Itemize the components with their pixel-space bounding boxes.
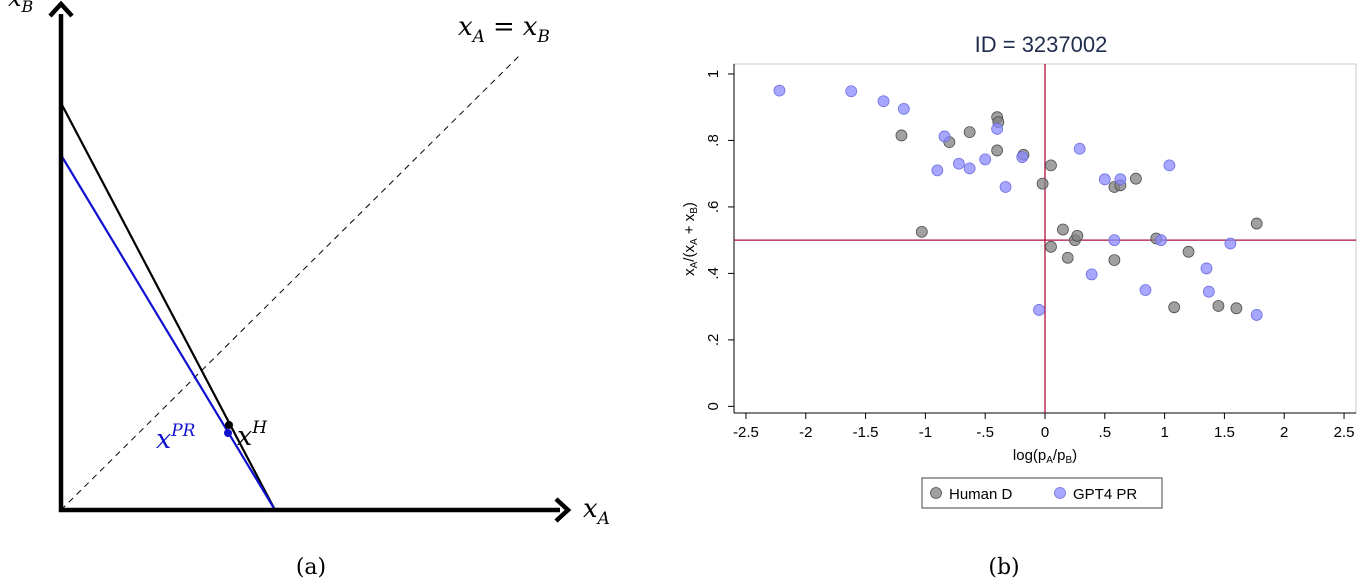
point-gpt4-pr bbox=[931, 164, 944, 177]
point-human-d bbox=[1230, 302, 1243, 315]
point-gpt4-pr bbox=[1033, 304, 1045, 316]
point-gpt4-pr bbox=[1163, 159, 1176, 172]
point-gpt4-pr bbox=[877, 95, 890, 108]
panel-b-caption: (b) bbox=[988, 555, 1019, 580]
point-gpt4-pr bbox=[1073, 142, 1086, 155]
x-tick-label: 2.5 bbox=[1334, 424, 1355, 441]
point-gpt4-pr bbox=[1250, 309, 1263, 321]
point-human-d bbox=[1045, 240, 1057, 253]
human-point-marker bbox=[225, 421, 233, 429]
panel-a-caption: (a) bbox=[296, 555, 326, 580]
diagonal-line bbox=[60, 54, 521, 511]
point-gpt4-pr bbox=[938, 130, 951, 143]
y-tick-label: .4 bbox=[705, 267, 722, 280]
human-budget-line bbox=[60, 102, 276, 511]
point-human-d bbox=[1130, 172, 1142, 185]
point-gpt4-pr bbox=[1114, 173, 1127, 186]
point-human-d bbox=[1182, 245, 1195, 258]
reference-lines bbox=[734, 64, 1356, 413]
point-gpt4-pr bbox=[897, 102, 910, 115]
y-tick-label: .6 bbox=[705, 201, 722, 214]
point-gpt4-pr bbox=[1098, 173, 1111, 186]
legend-label-human: Human D bbox=[949, 486, 1013, 503]
y-tick-label: .2 bbox=[705, 334, 722, 347]
point-human-d bbox=[1036, 177, 1049, 190]
x-tick-label: 1 bbox=[1160, 424, 1168, 441]
point-gpt4-pr bbox=[845, 85, 858, 98]
x-tick-label: 1.5 bbox=[1214, 424, 1235, 441]
point-gpt4-pr bbox=[952, 157, 965, 170]
point-human-d bbox=[1045, 159, 1057, 172]
ticks-layer: -2.5 -2 -1.5 -1 -.5 0 .5 1 1.5 2 2.5 0 .2 .4 .6 .8 1 bbox=[705, 70, 1354, 441]
pr-budget-line bbox=[60, 154, 276, 511]
y-tick-label: 1 bbox=[705, 70, 722, 78]
x-tick-label: -2 bbox=[799, 424, 812, 441]
point-human-d bbox=[963, 126, 976, 139]
point-gpt4-pr bbox=[1108, 234, 1121, 247]
legend-box bbox=[921, 477, 1163, 509]
x-tick-label: -.5 bbox=[976, 424, 994, 441]
chart-y-label: xA/(xA + xB) bbox=[681, 202, 700, 276]
point-gpt4-pr bbox=[1155, 234, 1167, 247]
human-point-label: xH bbox=[237, 418, 268, 452]
legend-marker-gpt4 bbox=[1054, 487, 1066, 499]
panel-a: xB xA xA=xB xH xPR (a) bbox=[8, 0, 610, 580]
point-gpt4-pr bbox=[1224, 237, 1237, 250]
x-tick-label: -2.5 bbox=[733, 424, 759, 441]
point-human-d bbox=[1212, 300, 1225, 312]
diagonal-label: xA = xB bbox=[458, 12, 550, 47]
point-human-d bbox=[1108, 254, 1121, 267]
point-human-d bbox=[1250, 217, 1263, 230]
point-human-d bbox=[895, 129, 908, 142]
point-gpt4-pr bbox=[1202, 285, 1215, 298]
point-human-d bbox=[1061, 251, 1074, 264]
x-tick-label: -1 bbox=[919, 424, 932, 441]
chart-x-label: log(pA/pB) bbox=[1013, 447, 1077, 466]
point-gpt4-pr bbox=[773, 84, 786, 97]
point-gpt4-pr bbox=[979, 153, 992, 166]
point-gpt4-pr bbox=[1139, 284, 1152, 296]
x-axis-arrowhead bbox=[554, 497, 572, 523]
point-gpt4-pr bbox=[963, 162, 976, 175]
point-gpt4-pr bbox=[999, 181, 1012, 193]
point-human-d bbox=[1071, 229, 1084, 242]
x-tick-label: 2 bbox=[1280, 424, 1288, 441]
data-points bbox=[773, 84, 1263, 321]
point-gpt4-pr bbox=[1085, 268, 1098, 281]
point-gpt4-pr bbox=[1200, 262, 1213, 275]
y-tick-label: .8 bbox=[705, 134, 722, 147]
legend: Human D GPT4 PR bbox=[921, 477, 1163, 509]
chart-title: ID = 3237002 bbox=[975, 32, 1108, 57]
y-tick-label: 0 bbox=[705, 402, 722, 410]
y-axis-label: xB bbox=[8, 0, 34, 16]
pr-point-label: xPR bbox=[156, 421, 196, 455]
pr-point-marker bbox=[224, 429, 232, 437]
point-human-d bbox=[1168, 301, 1181, 314]
legend-label-gpt4: GPT4 PR bbox=[1073, 486, 1137, 503]
x-axis-label: xA bbox=[583, 494, 610, 529]
x-tick-label: .5 bbox=[1099, 424, 1112, 441]
panel-b: ID = 3237002 -2.5 -2 -1.5 -1 -.5 0 .5 1 1.5 2 2.5 0… bbox=[660, 8, 1366, 580]
point-human-d bbox=[991, 144, 1004, 157]
y-axis-arrowhead bbox=[48, 0, 74, 18]
x-tick-label: 0 bbox=[1041, 424, 1049, 441]
point-gpt4-pr bbox=[1016, 151, 1029, 163]
x-tick-label: -1.5 bbox=[853, 424, 879, 441]
point-human-d bbox=[1057, 223, 1069, 236]
point-human-d bbox=[915, 225, 928, 238]
point-gpt4-pr bbox=[991, 122, 1004, 135]
legend-marker-human bbox=[930, 487, 942, 499]
